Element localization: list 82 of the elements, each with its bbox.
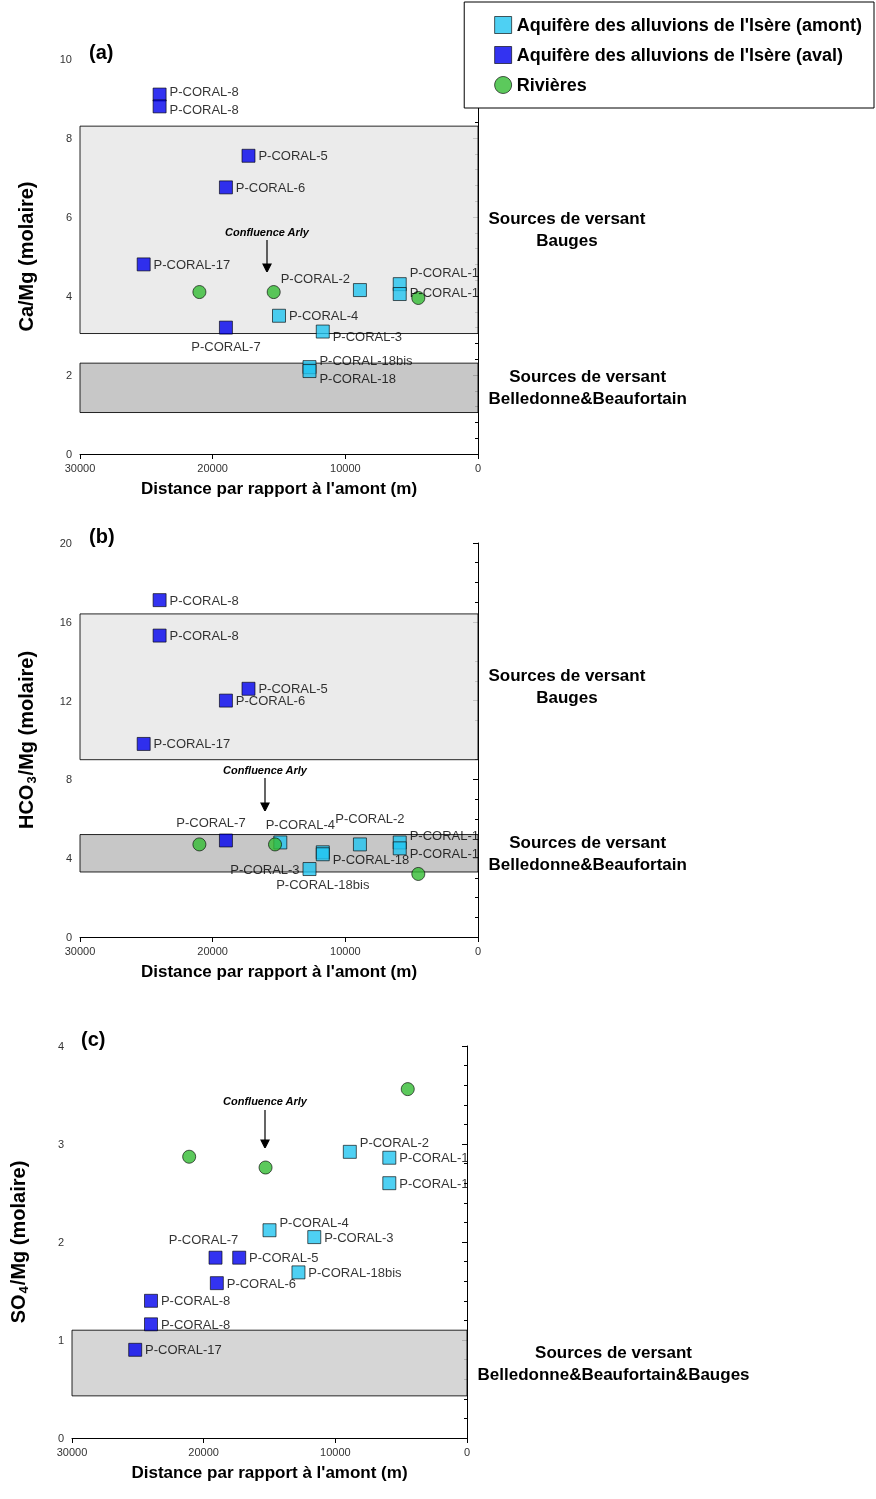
x-tick-label: 0 xyxy=(463,1445,471,1458)
annotation: P-CORAL-6 xyxy=(226,1275,297,1291)
annotation: P-CORAL-1 xyxy=(409,284,479,300)
annotation: P-CORAL-18 xyxy=(319,370,396,386)
annotation: P-CORAL-6 xyxy=(235,179,306,195)
annotation: P-CORAL-7 xyxy=(168,1231,239,1247)
legend-label: Rivières xyxy=(516,75,587,95)
annotation: P-CORAL-8 xyxy=(169,628,239,644)
x-tick-label: 20000 xyxy=(197,461,228,474)
band-label: Sources de versant Bauges xyxy=(488,209,646,251)
legend-label: Aquifère des alluvions de l'Isère (amont) xyxy=(516,15,863,35)
x-tick-label: 30000 xyxy=(64,461,96,474)
x-tick-label: 10000 xyxy=(320,1445,351,1458)
x-tick-label: 10000 xyxy=(330,944,361,957)
band-label: Sources de versant Belledonne&Beaufortain&Bauges xyxy=(477,1342,750,1384)
x-tick-label: 20000 xyxy=(188,1445,219,1458)
annotation: P-CORAL-18bis xyxy=(308,1264,403,1280)
x-tick-label: 30000 xyxy=(56,1445,88,1458)
x-tick-label: 0 xyxy=(474,944,482,957)
annotation: P-CORAL-8 xyxy=(160,1293,231,1309)
x-axis-title: Distance par rapport à l'amont (m) xyxy=(140,962,418,981)
annotation: P-CORAL-8 xyxy=(160,1316,231,1332)
annotation: P-CORAL-2 xyxy=(280,270,351,286)
legend-label: Aquifère des alluvions de l'Isère (aval) xyxy=(516,45,844,65)
y-tick-label: 2 xyxy=(57,1236,64,1248)
chart-title: (b) xyxy=(89,525,115,547)
y-axis-title: SO4/Mg (molaire) xyxy=(7,1160,31,1324)
annotation: P-CORAL-5 xyxy=(249,1250,319,1266)
annotation: P-CORAL-5 xyxy=(258,148,328,164)
annotation: P-CORAL-4 xyxy=(279,1214,349,1230)
y-tick-label: 0 xyxy=(65,448,72,460)
annotation: P-CORAL-17 xyxy=(153,256,231,272)
band-label: Sources de versant Belledonne&Beaufortain xyxy=(488,832,687,874)
x-tick-label: 20000 xyxy=(197,944,228,957)
annotation: P-CORAL-17 xyxy=(153,736,231,752)
y-tick-label: 20 xyxy=(59,537,72,549)
x-axis-title: Distance par rapport à l'amont (m) xyxy=(131,1463,408,1482)
annotation: P-CORAL-1 xyxy=(409,264,479,280)
y-tick-label: 2 xyxy=(65,369,72,381)
y-axis-title: HCO3/Mg (molaire) xyxy=(15,650,39,830)
annotation: P-CORAL-17 xyxy=(145,1342,222,1358)
annotation: P-CORAL-1 xyxy=(399,1150,469,1166)
chart-title: (a) xyxy=(89,41,114,63)
y-tick-label: 6 xyxy=(65,211,72,223)
annotation: P-CORAL-1 xyxy=(409,845,479,861)
annotation: P-CORAL-4 xyxy=(288,308,359,324)
annotation: P-CORAL-4 xyxy=(265,816,336,832)
annotation: P-CORAL-3 xyxy=(324,1229,394,1245)
annotation: P-CORAL-2 xyxy=(335,810,405,826)
y-tick-label: 1 xyxy=(57,1334,64,1346)
y-tick-label: 3 xyxy=(57,1138,64,1150)
chart-title: (c) xyxy=(81,1028,106,1050)
x-tick-label: 10000 xyxy=(330,461,361,474)
x-tick-label: 30000 xyxy=(64,944,96,957)
x-axis-title: Distance par rapport à l'amont (m) xyxy=(140,479,418,498)
annotation: P-CORAL-3 xyxy=(230,861,300,877)
annotation: P-CORAL-7 xyxy=(191,338,261,354)
annotation: P-CORAL-18bis xyxy=(276,877,370,893)
y-tick-label: 8 xyxy=(65,132,72,144)
annotation: Confluence Arly xyxy=(223,1095,307,1107)
band-label: Sources de versant Belledonne&Beaufortain xyxy=(488,367,687,409)
y-tick-label: 0 xyxy=(57,1432,64,1444)
annotation: P-CORAL-8 xyxy=(169,84,239,100)
annotation: P-CORAL-8 xyxy=(169,592,239,608)
y-tick-label: 4 xyxy=(65,852,72,865)
annotation: P-CORAL-7 xyxy=(176,814,246,830)
y-tick-label: 4 xyxy=(57,1040,64,1052)
annotation: P-CORAL-2 xyxy=(359,1135,430,1151)
x-tick-label: 0 xyxy=(474,461,482,474)
annotation: P-CORAL-1 xyxy=(399,1175,469,1191)
annotation: Confluence Arly xyxy=(225,226,309,238)
y-tick-label: 4 xyxy=(65,290,72,302)
y-tick-label: 10 xyxy=(59,53,72,65)
y-tick-label: 0 xyxy=(65,931,72,943)
annotation: P-CORAL-18 xyxy=(332,851,410,867)
y-tick-label: 16 xyxy=(59,615,72,628)
y-tick-label: 8 xyxy=(65,773,72,786)
y-axis-title: Ca/Mg (molaire) xyxy=(15,181,37,332)
y-tick-label: 12 xyxy=(59,694,72,707)
band-label: Sources de versant Bauges xyxy=(488,666,646,708)
annotation: Confluence Arly xyxy=(223,764,307,776)
annotation: P-CORAL-8 xyxy=(169,101,239,117)
